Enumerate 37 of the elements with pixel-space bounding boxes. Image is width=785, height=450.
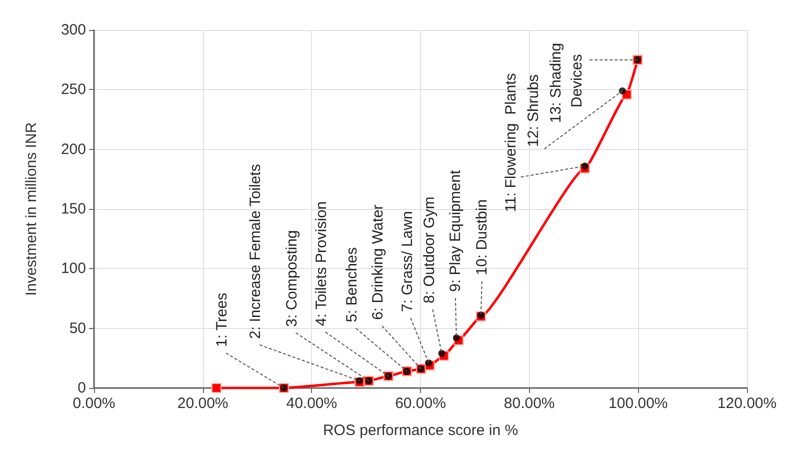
annotation: 13: Shading Devices [548,38,586,123]
x-tick-label: 40.00% [286,395,338,412]
point [211,383,222,393]
x-tick-label: 100.00% [608,395,668,412]
annotation: 11: Flowering Plants [502,73,520,212]
point [452,334,460,342]
annotation: 1: Trees [213,292,230,347]
y-tick-label: 150 [60,200,86,218]
annotation: 2: Increase Female Toilets [247,164,264,339]
point [425,359,432,366]
annotation: 9: Play Equipment [446,169,464,292]
x-tick-label: 60.00% [395,395,446,412]
y-axis-title: Investment in millions INR [23,122,40,296]
x-axis-title: ROS performance score in % [322,422,518,439]
y-tick-label: 300 [60,22,86,38]
annotation: 5: Benches [343,247,360,322]
annotation: 3: Composting [283,230,300,327]
x-tick-label: 0.00% [72,395,116,412]
annotation: 6: Drinking Water [370,204,387,320]
x-tick-label: 80.00% [504,395,555,412]
annotation: 12: Shrubs [524,74,542,147]
y-tick-label: 100 [60,260,86,278]
annotation: 4: Toilets Provision [312,201,330,326]
point [581,162,588,170]
point [477,312,484,319]
y-tick-label: 250 [60,81,86,98]
point [618,87,626,94]
y-tick-label: 0 [78,380,86,396]
annotation: 8: Outdoor Gym [421,196,438,304]
annotation: 7: Grass/ Lawn [399,211,416,312]
y-tick-label: 50 [69,320,86,337]
y-tick-label: 200 [60,140,86,158]
annotation: 10: Dustbin [473,199,490,276]
point [356,377,364,384]
x-tick-label: 120.00% [717,395,777,412]
point [438,350,446,357]
x-tick-label: 20.00% [177,395,228,412]
